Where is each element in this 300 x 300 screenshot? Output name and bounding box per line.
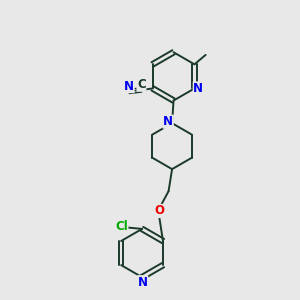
Text: N: N (124, 80, 134, 93)
Text: N: N (193, 82, 203, 95)
Text: O: O (155, 205, 165, 218)
Text: N: N (138, 276, 148, 289)
Text: C: C (137, 78, 146, 91)
Text: Cl: Cl (115, 220, 128, 233)
Text: N: N (163, 115, 173, 128)
